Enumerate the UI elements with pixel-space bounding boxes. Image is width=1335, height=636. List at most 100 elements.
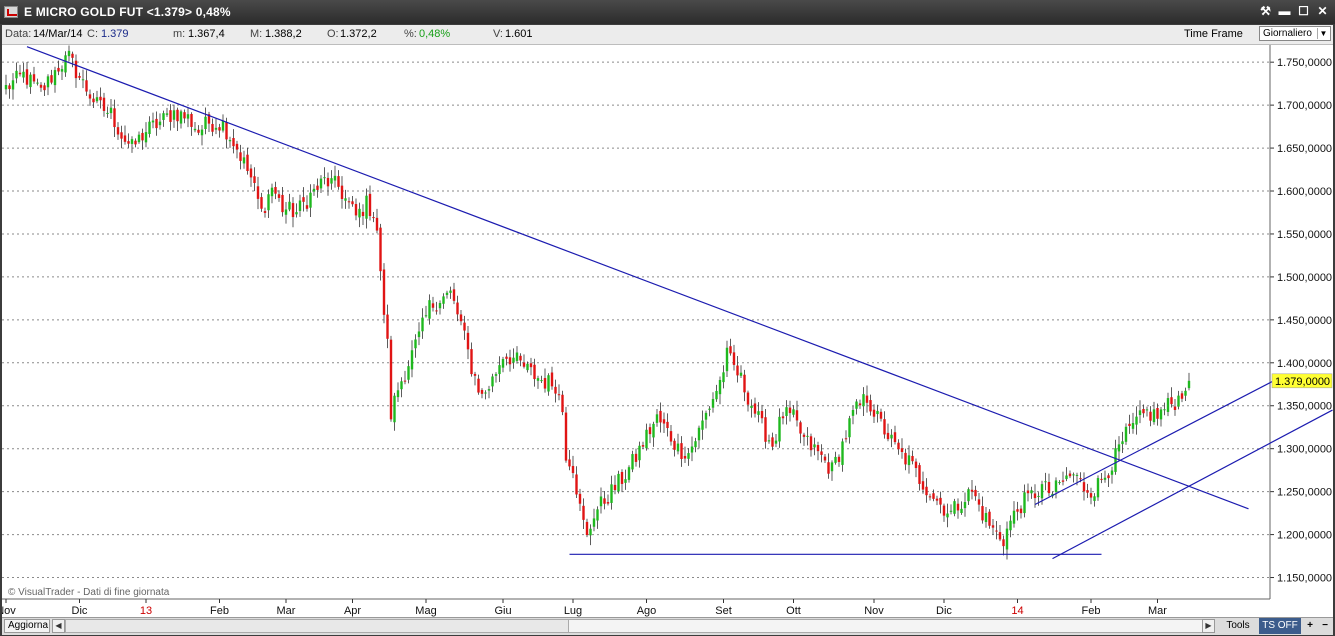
candle-down: [337, 176, 340, 187]
candle-down: [274, 187, 277, 194]
horizontal-scrollbar[interactable]: [65, 619, 1202, 633]
tools-icon[interactable]: ⚒: [1260, 4, 1271, 18]
candle-up: [295, 212, 298, 215]
candle-down: [249, 168, 253, 178]
candle-up: [774, 440, 778, 444]
candle-down: [368, 193, 372, 216]
candle-down: [382, 269, 386, 315]
candle-up: [407, 366, 410, 380]
candle-down: [361, 211, 365, 217]
candle-up: [515, 352, 519, 361]
candle-up: [330, 178, 333, 184]
candle-down: [872, 409, 876, 417]
candle-up: [540, 380, 543, 382]
candle-down: [648, 427, 652, 435]
trendline-resistance: [26, 46, 1249, 510]
tools-button[interactable]: Tools: [1226, 620, 1250, 631]
window-titlebar: E MICRO GOLD FUT <1.379> 0,48% ⚒ ▬ ☐ ✕: [0, 0, 1335, 24]
candle-up: [806, 435, 809, 437]
candle-down: [939, 497, 942, 505]
candle-down: [771, 437, 774, 447]
candle-up: [830, 462, 834, 472]
candle-down: [235, 143, 239, 150]
candle-down: [921, 481, 925, 490]
chevron-down-icon[interactable]: ▼: [1317, 28, 1329, 39]
zoom-in-button[interactable]: +: [1307, 620, 1313, 631]
candle-down: [18, 72, 22, 75]
close-button[interactable]: ✕: [1317, 4, 1328, 18]
candle-up: [778, 416, 781, 442]
candle-up: [1075, 474, 1079, 476]
candle-down: [169, 110, 172, 122]
candle-down: [918, 465, 921, 484]
candle-up: [1159, 409, 1163, 420]
candle-up: [750, 405, 753, 409]
candle-up: [95, 97, 99, 102]
candle-up: [589, 528, 592, 536]
trendline-channel-lower: [1052, 409, 1333, 560]
candle-down: [1061, 480, 1065, 482]
close-label: C:: [87, 28, 98, 40]
candle-down: [470, 349, 473, 375]
candle-down: [753, 403, 757, 414]
candle-up: [288, 201, 291, 210]
pct-value: 0,48%: [419, 28, 451, 40]
zoom-out-button[interactable]: −: [1322, 620, 1328, 631]
date-value: 14/Mar/14: [33, 28, 83, 40]
scroll-right-button[interactable]: ▶: [1202, 619, 1215, 633]
candle-up: [848, 418, 851, 438]
candle-down: [893, 432, 897, 443]
candle-up: [624, 479, 627, 483]
candle-down: [1047, 481, 1051, 494]
minimize-button[interactable]: ▬: [1278, 4, 1291, 18]
x-tick-label: Lug: [564, 605, 582, 617]
volume-label: V:: [493, 28, 503, 40]
scroll-left-button[interactable]: ◀: [52, 619, 65, 633]
candle-up: [690, 446, 694, 453]
candle-up: [81, 79, 85, 81]
candle-down: [477, 378, 480, 393]
candle-up: [67, 50, 71, 57]
candle-up: [158, 121, 162, 126]
candle-down: [613, 484, 617, 491]
candle-down: [816, 444, 820, 452]
candle-down: [239, 152, 242, 161]
candle-down: [351, 201, 354, 205]
candle-down: [564, 412, 568, 461]
chart-background: [2, 45, 1333, 617]
candle-down: [1086, 490, 1089, 493]
candle-down: [1107, 475, 1110, 479]
candle-up: [1093, 496, 1096, 501]
candle-down: [480, 389, 484, 394]
candle-up: [1005, 528, 1009, 550]
refresh-button[interactable]: Aggiorna: [4, 619, 50, 633]
candle-up: [267, 194, 270, 211]
candle-down: [155, 118, 158, 129]
maximize-button[interactable]: ☐: [1298, 4, 1309, 18]
x-tick-label: Feb: [1082, 605, 1101, 617]
candle-down: [998, 532, 1002, 540]
candle-up: [834, 456, 837, 463]
candle-down: [974, 489, 977, 497]
ts-off-button[interactable]: TS OFF: [1259, 618, 1301, 634]
candle-down: [935, 498, 939, 501]
candle-up: [841, 441, 844, 465]
candle-down: [473, 373, 477, 376]
candle-up: [438, 303, 442, 309]
candle-down: [1170, 397, 1173, 405]
scrollbar-thumb[interactable]: [568, 620, 1202, 632]
candle-down: [57, 67, 60, 72]
y-tick-label: 1.200,0000: [1277, 530, 1332, 542]
candle-down: [683, 455, 687, 459]
candle-down: [865, 395, 869, 403]
candle-down: [795, 410, 799, 421]
candle-up: [214, 127, 218, 130]
candle-up: [704, 412, 708, 420]
candle-up: [491, 376, 494, 387]
timeframe-select[interactable]: Giornaliero ▼: [1259, 26, 1331, 41]
candle-down: [78, 76, 81, 78]
candle-down: [340, 185, 344, 200]
candle-down: [858, 403, 862, 406]
candle-up: [708, 408, 711, 410]
price-chart[interactable]: 1.750,0000 1.700,0000 1.650,0000 1.600,0000…: [2, 45, 1333, 617]
